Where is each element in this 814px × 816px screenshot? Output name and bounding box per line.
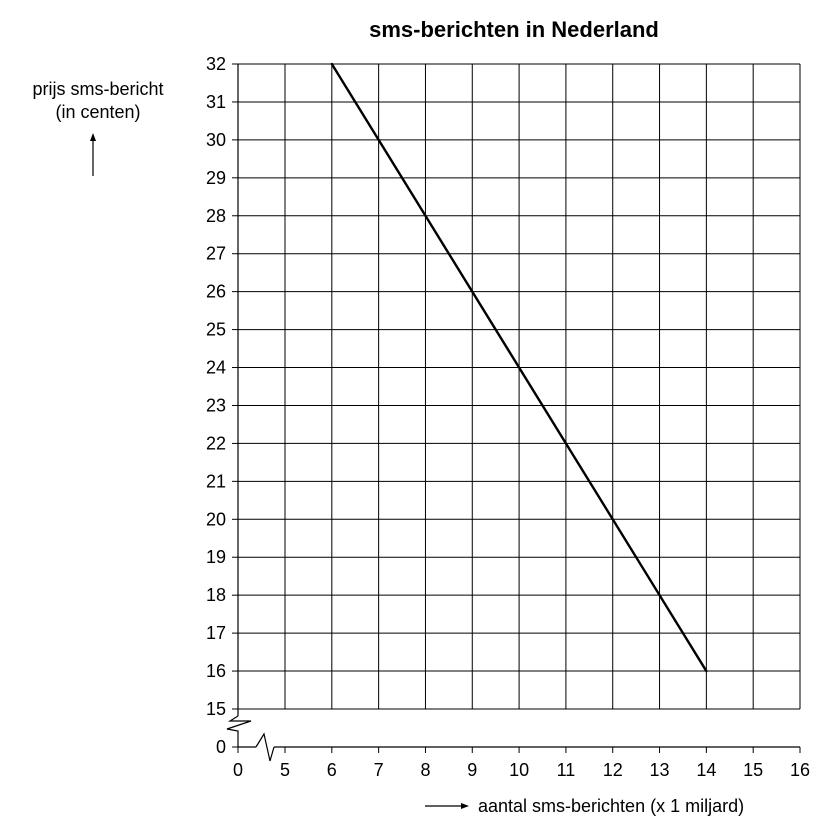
- y-tick-label: 24: [206, 358, 226, 378]
- y-tick-label: 25: [206, 320, 226, 340]
- y-tick-label: 27: [206, 244, 226, 264]
- y-axis-arrow: [90, 133, 96, 176]
- y-tick-label: 21: [206, 471, 226, 491]
- x-tick-label: 15: [743, 760, 763, 780]
- y-tick-label: 22: [206, 433, 226, 453]
- x-tick-label: 9: [467, 760, 477, 780]
- y-tick-label: 28: [206, 206, 226, 226]
- x-tick-label: 7: [374, 760, 384, 780]
- y-tick-label: 20: [206, 509, 226, 529]
- x-tick-label: 8: [420, 760, 430, 780]
- x-axis-break-symbol: [255, 732, 275, 762]
- x-tick-label: 14: [696, 760, 716, 780]
- x-tick-label: 16: [790, 760, 810, 780]
- y-tick-label: 23: [206, 395, 226, 415]
- y-axis-label-line2: (in centen): [55, 102, 140, 122]
- y-tick-label: 30: [206, 130, 226, 150]
- y-axis-break-symbol: [226, 715, 252, 737]
- y-tick-label: 18: [206, 585, 226, 605]
- y-tick-label: 32: [206, 54, 226, 74]
- series-group: [330, 62, 708, 673]
- y-tick-label: 26: [206, 282, 226, 302]
- x-tick-label: 0: [233, 760, 243, 780]
- y-tick-label: 16: [206, 661, 226, 681]
- series-line-1: [330, 62, 708, 673]
- x-tick-label: 12: [603, 760, 623, 780]
- x-axis-label: aantal sms-berichten (x 1 miljard): [478, 796, 744, 816]
- x-tick-label: 13: [650, 760, 670, 780]
- y-tick-label: 31: [206, 92, 226, 112]
- x-tick-label: 5: [280, 760, 290, 780]
- y-tick-label: 19: [206, 547, 226, 567]
- x-tick-labels: 0 5 6 7 8 9 10 11 12 13 14 15 16: [233, 747, 810, 780]
- y-axis-label-line1: prijs sms-bericht: [32, 79, 163, 99]
- y-tick-label: 29: [206, 168, 226, 188]
- y-tick-label: 17: [206, 623, 226, 643]
- y-tick-label: 15: [206, 699, 226, 719]
- x-axis-arrow: [425, 803, 469, 809]
- y-tick-label: 0: [216, 737, 226, 757]
- axes: [226, 64, 800, 762]
- chart-title: sms-berichten in Nederland: [369, 17, 659, 42]
- x-tick-label: 10: [509, 760, 529, 780]
- x-tick-label: 6: [327, 760, 337, 780]
- y-tick-labels: 0 15 16 17 18 19 20 21 22 23 24 25 26 27 28 29 30 31 32: [206, 54, 238, 757]
- grid: [238, 63, 801, 710]
- x-tick-label: 11: [557, 760, 576, 780]
